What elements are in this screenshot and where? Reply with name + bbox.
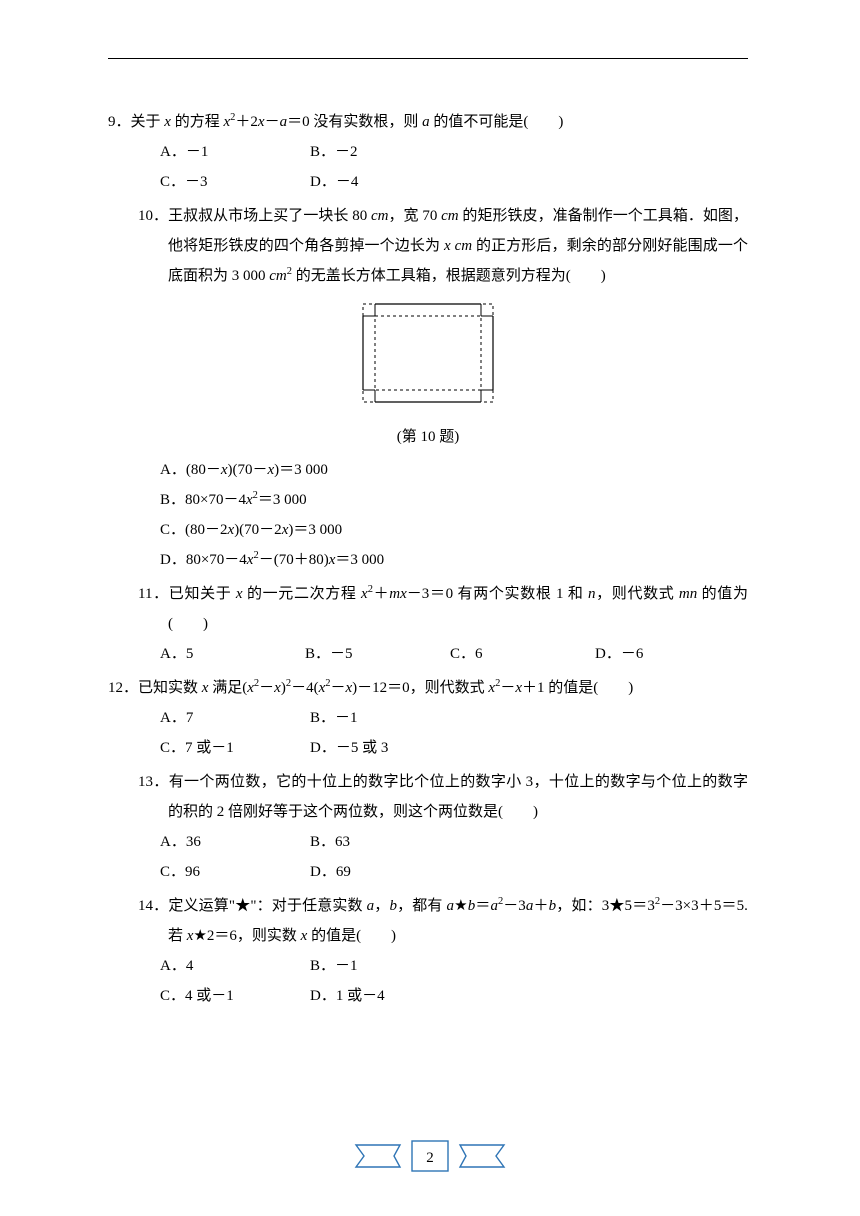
question-10: 10．王叔叔从市场上买了一块长 80 cm，宽 70 cm 的矩形铁皮，准备制作…: [108, 201, 748, 575]
option-c: C．6: [450, 639, 595, 669]
question-11: 11．已知关于 x 的一元二次方程 x2＋mx－3＝0 有两个实数根 1 和 n…: [108, 579, 748, 669]
question-12: 12．已知实数 x 满足(x2－x)2－4(x2－x)－12＝0，则代数式 x2…: [108, 673, 748, 763]
question-stem: 13．有一个两位数，它的十位上的数字比个位上的数字小 3，十位上的数字与个位上的…: [108, 767, 748, 827]
option-c: C．4 或－1: [160, 981, 310, 1011]
page-number-badge: 2: [350, 1138, 510, 1174]
option-d: D．－4: [310, 167, 460, 197]
figure-caption: (第 10 题): [108, 424, 748, 451]
option-a: A．4: [160, 951, 310, 981]
top-rule: [108, 58, 748, 59]
question-14: 14．定义运算"★"：对于任意实数 a，b，都有 a★b＝a2－3a＋b，如：3…: [108, 891, 748, 1011]
question-stem: 12．已知实数 x 满足(x2－x)2－4(x2－x)－12＝0，则代数式 x2…: [108, 673, 748, 703]
options-row: A．5 B．－5 C．6 D．－6: [108, 639, 748, 669]
options-row: A．4 B．－1: [108, 951, 748, 981]
option-d: D．－6: [595, 639, 740, 669]
options-row: A．7 B．－1: [108, 703, 748, 733]
options-row: A．－1 B．－2: [108, 137, 748, 167]
option-b: B．－5: [305, 639, 450, 669]
option-d: D．1 或－4: [310, 981, 460, 1011]
option-c: C．96: [160, 857, 310, 887]
option-d: D．69: [310, 857, 460, 887]
options-row: A．36 B．63: [108, 827, 748, 857]
question-stem: 9．关于 x 的方程 x2＋2x－a＝0 没有实数根，则 a 的值不可能是( ): [108, 107, 748, 137]
option-b: B．－2: [310, 137, 460, 167]
question-stem: 11．已知关于 x 的一元二次方程 x2＋mx－3＝0 有两个实数根 1 和 n…: [108, 579, 748, 639]
option-c: C．(80－2x)(70－2x)＝3 000: [108, 515, 748, 545]
option-a: A．36: [160, 827, 310, 857]
option-d: D．80×70－4x2－(70＋80)x＝3 000: [108, 545, 748, 575]
option-d: D．－5 或 3: [310, 733, 460, 763]
ribbon-right-icon: [460, 1145, 504, 1167]
options-row: C．7 或－1 D．－5 或 3: [108, 733, 748, 763]
box-cutout-icon: [358, 299, 498, 407]
question-9: 9．关于 x 的方程 x2＋2x－a＝0 没有实数根，则 a 的值不可能是( )…: [108, 107, 748, 197]
question-stem: 10．王叔叔从市场上买了一块长 80 cm，宽 70 cm 的矩形铁皮，准备制作…: [108, 201, 748, 291]
option-b: B．80×70－4x2＝3 000: [108, 485, 748, 515]
options-row: C．4 或－1 D．1 或－4: [108, 981, 748, 1011]
option-a: A．(80－x)(70－x)＝3 000: [108, 455, 748, 485]
question-13: 13．有一个两位数，它的十位上的数字比个位上的数字小 3，十位上的数字与个位上的…: [108, 767, 748, 887]
options-row: C．96 D．69: [108, 857, 748, 887]
question-figure: [108, 299, 748, 418]
option-c: C．－3: [160, 167, 310, 197]
option-a: A．－1: [160, 137, 310, 167]
option-a: A．7: [160, 703, 310, 733]
option-a: A．5: [160, 639, 305, 669]
option-b: B．63: [310, 827, 460, 857]
option-b: B．－1: [310, 703, 460, 733]
options-row: C．－3 D．－4: [108, 167, 748, 197]
page-number-text: 2: [426, 1150, 434, 1166]
option-b: B．－1: [310, 951, 460, 981]
ribbon-left-icon: [356, 1145, 400, 1167]
question-stem: 14．定义运算"★"：对于任意实数 a，b，都有 a★b＝a2－3a＋b，如：3…: [108, 891, 748, 951]
page-body: 9．关于 x 的方程 x2＋2x－a＝0 没有实数根，则 a 的值不可能是( )…: [108, 58, 748, 1015]
option-c: C．7 或－1: [160, 733, 310, 763]
